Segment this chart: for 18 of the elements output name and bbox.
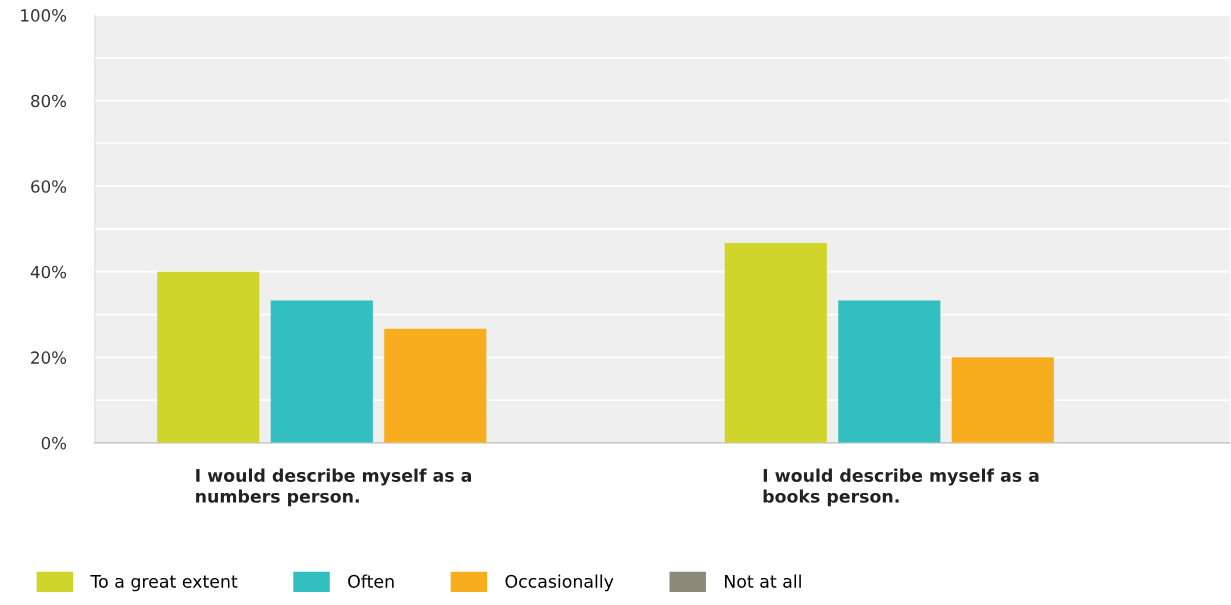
x-tick-label: I would describe myself as a numbers person. [196,468,472,507]
bar [270,300,373,443]
bar [724,243,827,443]
bar [838,300,941,443]
y-tick-label: 60% [31,180,67,193]
bar [157,271,260,443]
legend-label: Not at all [725,574,801,588]
legend-label: Often [348,574,394,588]
legend-label: To a great extent [90,575,238,592]
y-tick-label: 20% [31,351,67,364]
bar [384,328,487,443]
y-tick-label: 40% [30,265,67,279]
y-tick-label: 0% [41,436,67,450]
x-tick-label: I would describe myself as a books person. [763,468,1039,507]
y-tick-label: 80% [31,94,67,108]
legend-label: Occasionally [505,574,614,592]
y-tick-label: 100% [21,9,67,22]
bar [951,357,1054,443]
